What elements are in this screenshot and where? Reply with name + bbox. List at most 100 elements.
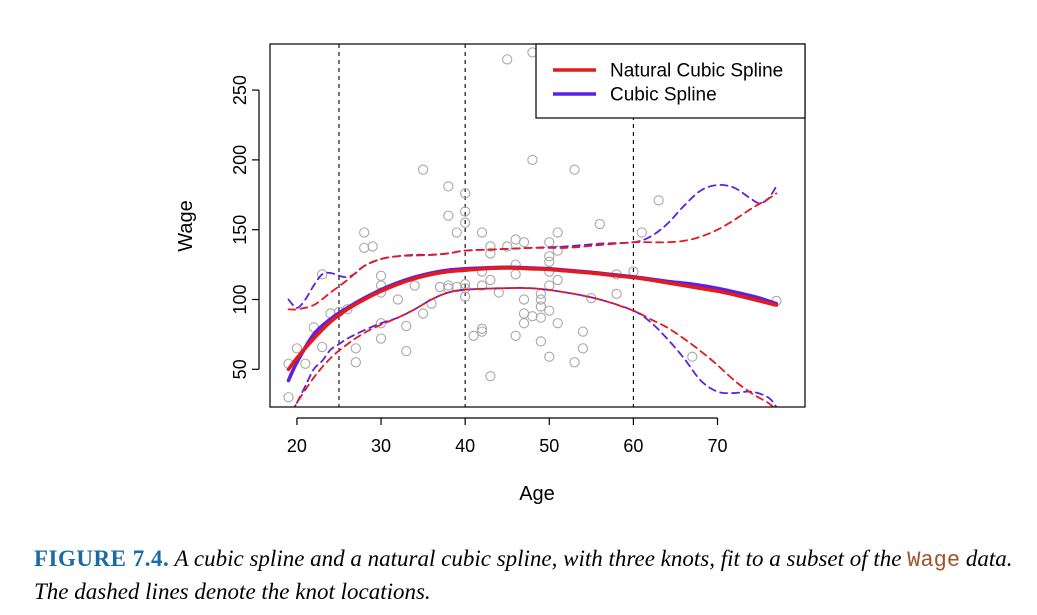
data-point [518, 308, 530, 319]
caption-text-end: data. The dashed lines denote the knot l… [34, 546, 1013, 604]
data-point [577, 326, 589, 337]
data-point [460, 291, 471, 302]
data-point [535, 312, 547, 323]
data-point [476, 227, 488, 238]
data-point [485, 371, 496, 382]
data-point [510, 269, 521, 280]
data-point [375, 270, 387, 281]
data-point [476, 323, 488, 334]
data-point [460, 188, 471, 199]
x-tick-label: 50 [539, 436, 559, 456]
data-point [468, 330, 479, 341]
data-point [443, 210, 454, 221]
data-point [485, 241, 496, 252]
data-point [527, 311, 538, 322]
data-point [527, 154, 538, 166]
data-point [417, 164, 429, 175]
x-tick-label: 60 [623, 436, 643, 456]
data-point [544, 251, 555, 262]
data-point [392, 294, 404, 305]
x-tick-label: 30 [371, 436, 391, 456]
legend-label: Natural Cubic Spline [610, 61, 783, 82]
data-point [359, 227, 370, 238]
data-point [687, 351, 698, 362]
y-tick-label: 100 [230, 284, 250, 314]
data-point [502, 241, 513, 252]
spline-chart: 20 30 40 50 60 70 50 100 150 200 250 Age Wage Nat… [175, 43, 806, 505]
y-axis: 50 100 150 200 250 [230, 75, 260, 379]
data-point [283, 392, 294, 403]
data-point [476, 280, 488, 291]
data-point [434, 281, 446, 293]
data-point [535, 336, 547, 347]
data-point [460, 206, 471, 217]
data-point [594, 218, 605, 230]
data-point [653, 195, 664, 206]
data-point [544, 305, 555, 316]
data-point [401, 320, 412, 332]
data-point [502, 54, 513, 65]
natural-cubic-spline-lower-band-line [293, 287, 775, 407]
x-tick-label: 70 [708, 436, 728, 456]
data-point [460, 283, 471, 294]
data-point [569, 164, 580, 175]
data-point [460, 217, 471, 228]
data-point [544, 237, 555, 248]
data-point [552, 318, 563, 329]
data-point [552, 227, 563, 238]
data-point [577, 343, 589, 354]
x-axis-title: Age [519, 483, 555, 505]
y-tick-label: 250 [230, 75, 250, 105]
data-point [460, 278, 471, 290]
data-point [535, 301, 547, 312]
data-point [417, 308, 429, 319]
data-point [636, 227, 647, 238]
plot-area [283, 44, 782, 407]
data-point [485, 274, 496, 286]
legend: Natural Cubic Spline Cubic Spline [535, 43, 806, 119]
data-point [317, 269, 328, 280]
x-axis: 20 30 40 50 60 70 [287, 417, 728, 456]
data-point [375, 318, 387, 329]
natural-cubic-spline-upper-band-line [287, 192, 778, 311]
data-point [569, 357, 580, 368]
data-point [443, 280, 454, 291]
data-point [409, 280, 420, 291]
caption-text-start: A cubic spline and a natural cubic splin… [169, 546, 908, 571]
data-point [300, 358, 311, 369]
legend-box [535, 43, 806, 119]
data-point [350, 357, 361, 368]
x-tick-label: 40 [455, 436, 475, 456]
data-point [535, 288, 547, 300]
data-point [518, 318, 530, 329]
data-point [552, 245, 563, 256]
figure-label: FIGURE 7.4. [34, 546, 170, 571]
data-point [510, 330, 521, 341]
data-point [443, 181, 454, 192]
data-point [535, 294, 547, 305]
data-point [611, 288, 622, 300]
data-point [367, 241, 378, 252]
y-tick-label: 150 [230, 215, 250, 245]
data-point [401, 346, 412, 357]
y-axis-title: Wage [175, 200, 197, 252]
legend-label: Cubic Spline [610, 85, 717, 106]
data-point [317, 341, 328, 353]
data-point [451, 227, 462, 238]
caption-dataset-name: Wage [907, 548, 961, 573]
data-point [518, 237, 530, 248]
figure-caption: FIGURE 7.4. A cubic spline and a natural… [34, 543, 1029, 607]
data-point [291, 343, 303, 354]
y-tick-label: 50 [230, 359, 250, 379]
data-point [544, 256, 555, 267]
data-point [359, 242, 370, 253]
y-tick-label: 200 [230, 145, 250, 175]
cubic-spline-fit-line [286, 265, 779, 383]
x-tick-label: 20 [287, 436, 307, 456]
data-point [375, 333, 387, 344]
data-point [518, 294, 530, 305]
natural-cubic-spline-fit-line [286, 266, 779, 372]
data-point [510, 234, 521, 245]
data-point [350, 343, 361, 354]
data-point [476, 326, 488, 337]
